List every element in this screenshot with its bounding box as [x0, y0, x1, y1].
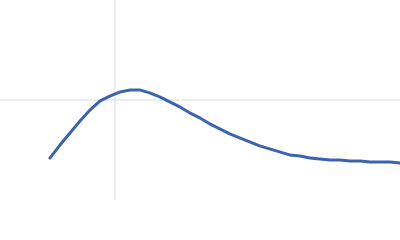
- page: {"chart_data": { "type": "line", "x": [5…: [0, 0, 400, 200]
- chart: [0, 0, 400, 200]
- data-line: [48, 88, 400, 165]
